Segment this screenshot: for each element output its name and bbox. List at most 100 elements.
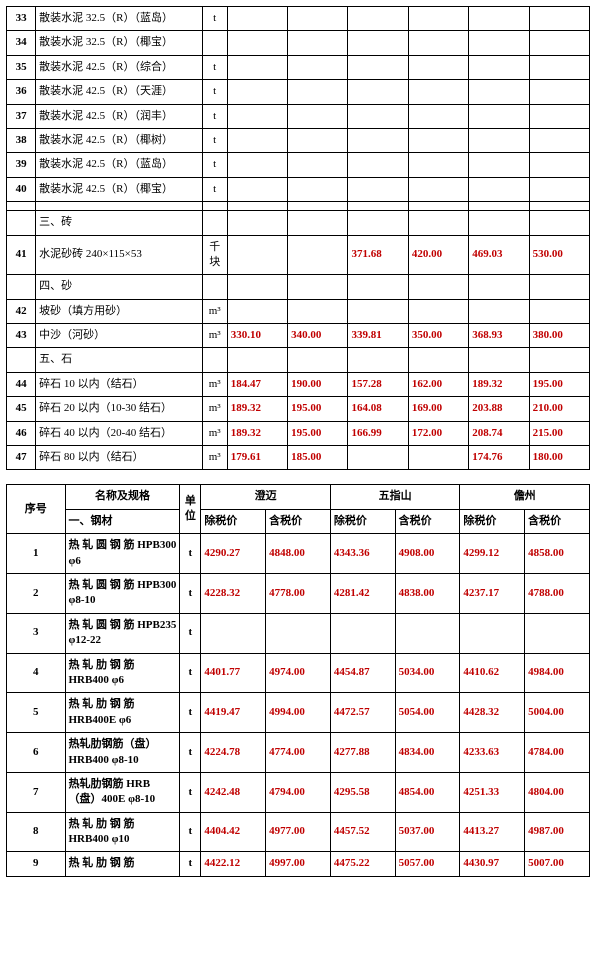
value-cell xyxy=(348,211,408,235)
row-name: 五、石 xyxy=(36,348,203,372)
value-cell xyxy=(469,80,529,104)
row-name: 热 轧 肋 钢 筋 HRB400E φ6 xyxy=(65,693,180,733)
row-name: 四、砂 xyxy=(36,275,203,299)
value-cell: 180.00 xyxy=(529,446,589,470)
row-unit: t xyxy=(180,733,201,773)
value-cell xyxy=(348,299,408,323)
table-row: 40散装水泥 42.5（R）（椰宝）t xyxy=(7,177,590,201)
value-cell xyxy=(529,7,589,31)
value-cell: 530.00 xyxy=(529,235,589,275)
value-cell: 4838.00 xyxy=(395,573,460,613)
value-cell xyxy=(227,202,287,211)
value-cell: 162.00 xyxy=(408,372,468,396)
value-cell xyxy=(469,348,529,372)
header-cell: 含税价 xyxy=(266,509,331,533)
value-cell xyxy=(288,275,348,299)
value-cell: 4233.63 xyxy=(460,733,525,773)
value-cell xyxy=(227,153,287,177)
value-cell xyxy=(266,613,331,653)
value-cell xyxy=(227,7,287,31)
row-number: 41 xyxy=(7,235,36,275)
value-cell: 4854.00 xyxy=(395,772,460,812)
header-cell: 一、钢材 xyxy=(65,509,180,533)
value-cell: 4788.00 xyxy=(525,573,590,613)
value-cell xyxy=(529,104,589,128)
value-cell: 4475.22 xyxy=(330,852,395,876)
row-number: 45 xyxy=(7,397,36,421)
row-unit: m³ xyxy=(202,372,227,396)
value-cell xyxy=(529,202,589,211)
value-cell: 4237.17 xyxy=(460,573,525,613)
header-row: 一、钢材除税价含税价除税价含税价除税价含税价 xyxy=(7,509,590,533)
row-number: 33 xyxy=(7,7,36,31)
value-cell xyxy=(529,55,589,79)
value-cell xyxy=(227,104,287,128)
value-cell: 195.00 xyxy=(529,372,589,396)
value-cell: 185.00 xyxy=(288,446,348,470)
value-cell xyxy=(395,613,460,653)
value-cell xyxy=(408,177,468,201)
table-row: 46碎石 40 以内（20-40 结石）m³189.32195.00166.99… xyxy=(7,421,590,445)
row-name: 碎石 80 以内（结石） xyxy=(36,446,203,470)
value-cell: 208.74 xyxy=(469,421,529,445)
value-cell xyxy=(288,235,348,275)
value-cell: 210.00 xyxy=(529,397,589,421)
table-row: 45碎石 20 以内（10-30 结石）m³189.32195.00164.08… xyxy=(7,397,590,421)
value-cell: 174.76 xyxy=(469,446,529,470)
value-cell xyxy=(469,31,529,55)
row-number: 46 xyxy=(7,421,36,445)
header-cell: 五指山 xyxy=(330,485,460,509)
value-cell: 4290.27 xyxy=(201,534,266,574)
value-cell: 5037.00 xyxy=(395,812,460,852)
table-row: 41水泥砂砖 240×115×53千块371.68420.00469.03530… xyxy=(7,235,590,275)
table-row: 5热 轧 肋 钢 筋 HRB400E φ6t4419.474994.004472… xyxy=(7,693,590,733)
value-cell xyxy=(227,177,287,201)
value-cell xyxy=(529,299,589,323)
value-cell xyxy=(288,177,348,201)
value-cell: 4974.00 xyxy=(266,653,331,693)
value-cell: 4343.36 xyxy=(330,534,395,574)
row-unit: t xyxy=(202,104,227,128)
value-cell: 4242.48 xyxy=(201,772,266,812)
row-number: 39 xyxy=(7,153,36,177)
value-cell xyxy=(288,299,348,323)
row-number: 44 xyxy=(7,372,36,396)
value-cell xyxy=(460,613,525,653)
value-cell xyxy=(408,446,468,470)
value-cell xyxy=(201,613,266,653)
row-number xyxy=(7,211,36,235)
value-cell: 203.88 xyxy=(469,397,529,421)
table-row: 38散装水泥 42.5（R）（椰树）t xyxy=(7,128,590,152)
value-cell xyxy=(469,202,529,211)
value-cell: 195.00 xyxy=(288,397,348,421)
value-cell xyxy=(408,211,468,235)
row-name: 散装水泥 42.5（R）（椰树） xyxy=(36,128,203,152)
row-unit: m³ xyxy=(202,421,227,445)
value-cell: 4858.00 xyxy=(525,534,590,574)
row-unit xyxy=(202,31,227,55)
value-cell: 4794.00 xyxy=(266,772,331,812)
value-cell: 5054.00 xyxy=(395,693,460,733)
value-cell: 189.32 xyxy=(469,372,529,396)
header-cell: 含税价 xyxy=(395,509,460,533)
value-cell: 179.61 xyxy=(227,446,287,470)
row-name: 热轧肋钢筋 HRB（盘）400E φ8-10 xyxy=(65,772,180,812)
value-cell xyxy=(288,104,348,128)
value-cell: 4977.00 xyxy=(266,812,331,852)
row-name: 中沙（河砂） xyxy=(36,324,203,348)
row-number: 1 xyxy=(7,534,66,574)
row-unit: t xyxy=(202,153,227,177)
row-number: 6 xyxy=(7,733,66,773)
value-cell xyxy=(227,235,287,275)
value-cell xyxy=(348,31,408,55)
value-cell: 4994.00 xyxy=(266,693,331,733)
table-row: 44碎石 10 以内（结石）m³184.47190.00157.28162.00… xyxy=(7,372,590,396)
row-unit: t xyxy=(202,128,227,152)
value-cell xyxy=(348,128,408,152)
value-cell xyxy=(529,177,589,201)
value-cell: 469.03 xyxy=(469,235,529,275)
table-row: 39散装水泥 42.5（R）（蓝岛）t xyxy=(7,153,590,177)
row-name: 热 轧 圆 钢 筋 HPB235 φ12-22 xyxy=(65,613,180,653)
row-name: 碎石 10 以内（结石） xyxy=(36,372,203,396)
row-number: 35 xyxy=(7,55,36,79)
